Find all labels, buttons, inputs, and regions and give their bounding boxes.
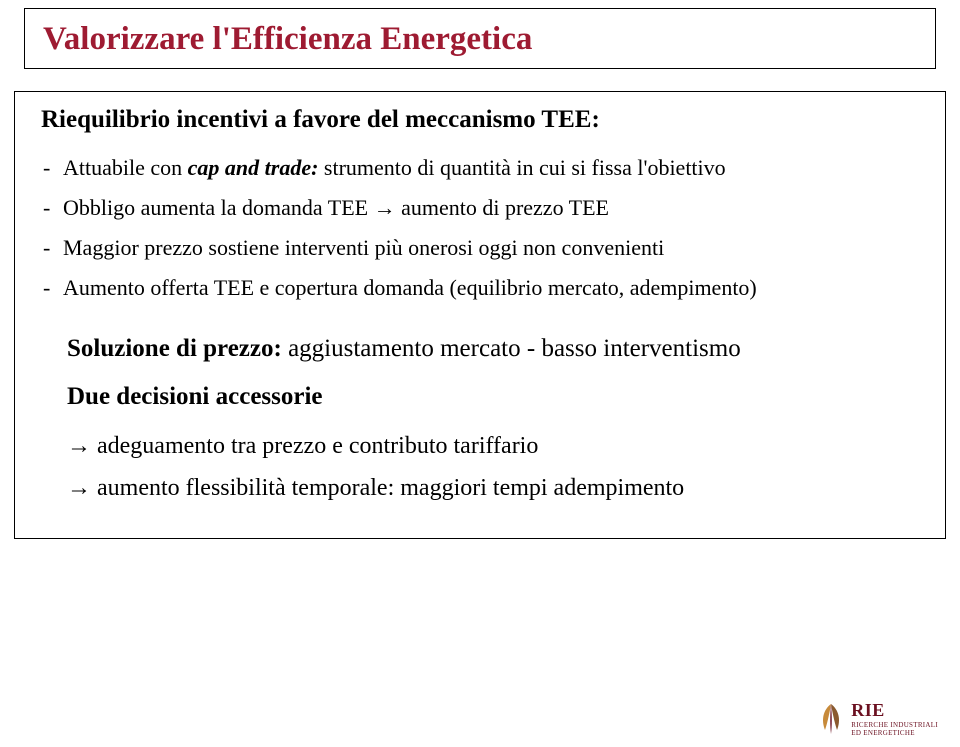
solution-arrow-line: →aumento flessibilità temporale: maggior…: [67, 469, 919, 507]
solution-bold: Due decisioni accessorie: [67, 383, 323, 410]
logo-text: RIE RICERCHE INDUSTRIALIED ENERGETICHE: [851, 700, 938, 737]
bullet-item: Aumento offerta TEE e copertura domanda …: [41, 272, 919, 304]
logo-subtitle: RICERCHE INDUSTRIALIED ENERGETICHE: [851, 721, 938, 737]
leaf-icon: [817, 702, 845, 736]
solution-block: Soluzione di prezzo: aggiustamento merca…: [41, 330, 919, 508]
bullet-list: Attuabile con cap and trade: strumento d…: [41, 152, 919, 304]
arrow-icon: →: [67, 432, 91, 459]
solution-arrow-text: aumento flessibilità temporale: maggiori…: [97, 475, 684, 501]
solution-line: Due decisioni accessorie: [67, 378, 919, 417]
page-title: Valorizzare l'Efficienza Energetica: [43, 21, 917, 58]
logo-name: RIE: [851, 700, 938, 721]
solution-line: Soluzione di prezzo: aggiustamento merca…: [67, 330, 919, 369]
solution-rest: aggiustamento mercato - basso interventi…: [282, 335, 741, 362]
title-container: Valorizzare l'Efficienza Energetica: [24, 8, 936, 69]
solution-arrow-line: →adeguamento tra prezzo e contributo tar…: [67, 427, 919, 465]
solution-arrow-text: adeguamento tra prezzo e contributo tari…: [97, 433, 538, 459]
bullet-item: Obbligo aumenta la domanda TEE → aumento…: [41, 192, 919, 224]
bullet-prefix: Attuabile con: [63, 155, 188, 180]
bullet-item: Maggior prezzo sostiene interventi più o…: [41, 232, 919, 264]
footer-logo: RIE RICERCHE INDUSTRIALIED ENERGETICHE: [817, 700, 938, 737]
bullet-text: Obbligo aumenta la domanda TEE → aumento…: [63, 195, 609, 220]
solution-bold: Soluzione di prezzo:: [67, 335, 282, 362]
arrow-icon: →: [67, 474, 91, 501]
bullet-item: Attuabile con cap and trade: strumento d…: [41, 152, 919, 184]
bullet-em: cap and trade:: [188, 155, 319, 180]
bullet-rest: strumento di quantità in cui si fissa l'…: [318, 155, 725, 180]
lead-text: Riequilibrio incentivi a favore del mecc…: [41, 106, 919, 134]
content-container: Riequilibrio incentivi a favore del mecc…: [14, 91, 946, 539]
